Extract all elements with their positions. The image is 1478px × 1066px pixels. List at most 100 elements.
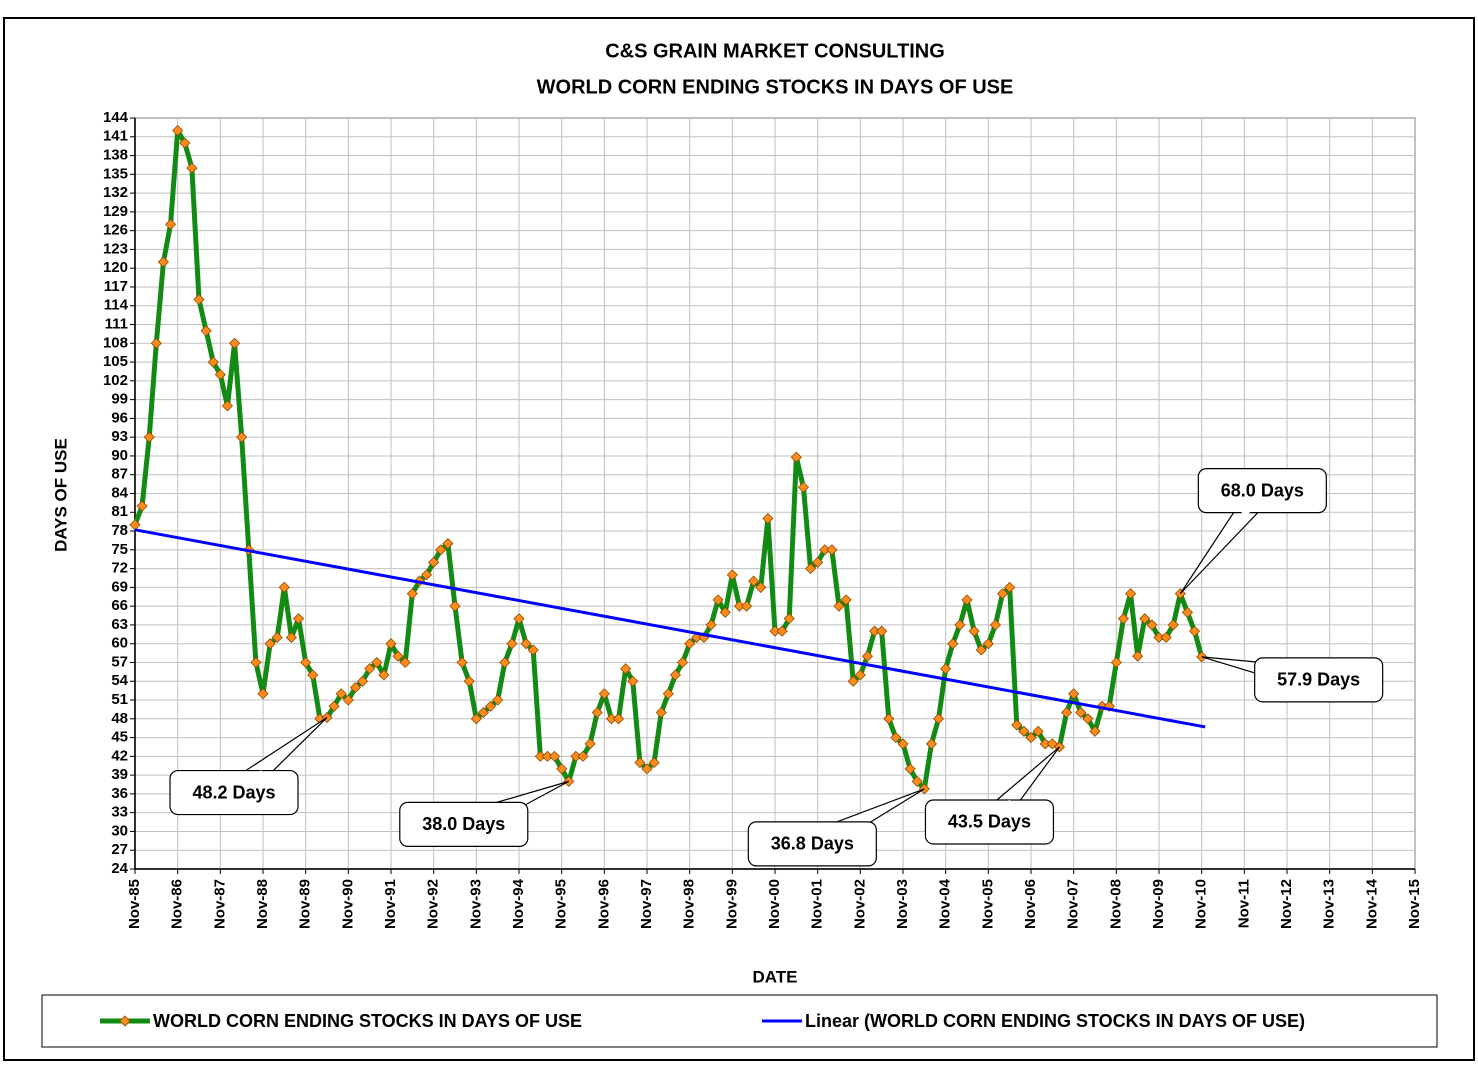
data-point <box>591 706 603 719</box>
legend-label: WORLD CORN ENDING STOCKS IN DAYS OF USE <box>153 1011 582 1031</box>
callout-text: 38.0 Days <box>422 814 505 834</box>
data-point <box>719 606 731 618</box>
y-tick-label: 102 <box>103 372 128 389</box>
data-point <box>179 137 191 149</box>
data-point <box>790 451 802 463</box>
callout-text: 48.2 Days <box>192 782 275 802</box>
callout-text: 43.5 Days <box>948 812 1031 832</box>
callout-join <box>1283 669 1321 690</box>
data-point <box>1082 713 1094 725</box>
data-point <box>897 738 909 750</box>
legend-marker <box>119 1015 131 1027</box>
data-point <box>221 400 234 412</box>
data-point <box>947 638 959 650</box>
data-point <box>648 757 660 769</box>
data-point <box>1068 688 1080 700</box>
data-point <box>477 706 490 719</box>
data-point <box>420 569 433 581</box>
x-tick-label: Nov-07 <box>1065 879 1082 929</box>
data-point <box>883 713 895 725</box>
y-tick-label: 30 <box>111 822 128 839</box>
data-point <box>406 588 418 600</box>
callout: 38.0 Days <box>399 780 570 847</box>
callout: 36.8 Days <box>747 788 925 867</box>
data-point <box>804 563 817 575</box>
x-tick-label: Nov-87 <box>211 879 228 929</box>
data-point <box>996 588 1009 600</box>
data-point <box>456 656 468 669</box>
callout: 48.2 Days <box>169 717 328 816</box>
x-tick-label: Nov-01 <box>809 879 826 929</box>
data-point <box>968 625 980 637</box>
y-tick-label: 123 <box>103 240 128 257</box>
y-tick-label: 39 <box>111 766 128 783</box>
y-tick-label: 66 <box>111 597 128 614</box>
data-point <box>954 619 966 631</box>
data-point <box>876 625 888 637</box>
data-point <box>392 650 404 662</box>
data-point <box>193 293 205 306</box>
data-point <box>1188 625 1201 637</box>
data-point <box>207 356 219 368</box>
data-point <box>755 581 767 593</box>
data-point <box>826 544 838 556</box>
data-point <box>840 594 852 606</box>
data-point <box>150 337 162 349</box>
callout-join <box>459 811 496 834</box>
data-point <box>776 625 788 637</box>
data-point <box>214 369 226 381</box>
x-tick-label: Nov-14 <box>1363 878 1380 929</box>
data-point <box>300 656 312 669</box>
callout: 68.0 Days <box>1179 468 1327 595</box>
data-point <box>506 638 518 650</box>
data-point <box>612 713 625 725</box>
data-point <box>164 218 177 230</box>
y-tick-label: 87 <box>111 466 128 483</box>
data-point <box>797 481 810 493</box>
data-point <box>911 775 923 787</box>
y-tick-label: 84 <box>111 484 128 501</box>
data-point <box>378 669 390 681</box>
callout-text: 68.0 Days <box>1221 480 1304 500</box>
data-point <box>890 732 902 744</box>
data-point <box>620 663 632 675</box>
callout: 57.9 Days <box>1201 656 1384 703</box>
data-point <box>1181 606 1194 618</box>
data-point <box>861 650 874 662</box>
data-point <box>228 337 241 349</box>
data-point <box>356 675 369 687</box>
data-point <box>1146 619 1158 631</box>
data-point <box>975 644 987 656</box>
x-tick-label: Nov-96 <box>595 879 612 929</box>
y-tick-label: 45 <box>111 729 128 746</box>
y-tick-label: 81 <box>111 503 128 520</box>
data-point <box>1075 706 1087 719</box>
y-tick-label: 126 <box>103 222 128 239</box>
data-point <box>172 124 184 137</box>
data-point <box>492 694 504 706</box>
data-point <box>385 638 397 650</box>
data-point <box>684 638 696 650</box>
data-point <box>1167 619 1179 631</box>
data-point <box>783 613 795 625</box>
callout-join <box>227 770 262 801</box>
data-point <box>1032 725 1044 737</box>
y-tick-label: 111 <box>105 315 128 332</box>
x-tick-label: Nov-10 <box>1193 879 1210 929</box>
x-tick-label: Nov-98 <box>681 879 698 929</box>
x-tick-label: Nov-06 <box>1022 879 1039 929</box>
data-point <box>925 738 938 750</box>
y-tick-label: 75 <box>111 541 128 558</box>
data-point <box>548 750 561 762</box>
data-point <box>762 512 774 525</box>
callout-box <box>1197 468 1327 514</box>
data-point <box>442 538 454 550</box>
x-tick-label: Nov-02 <box>851 879 868 929</box>
data-point <box>292 613 305 625</box>
data-point <box>435 544 447 556</box>
x-tick-label: Nov-97 <box>638 879 655 929</box>
y-tick-label: 51 <box>111 691 128 708</box>
x-tick-label: Nov-85 <box>126 879 143 929</box>
data-point <box>342 694 354 706</box>
